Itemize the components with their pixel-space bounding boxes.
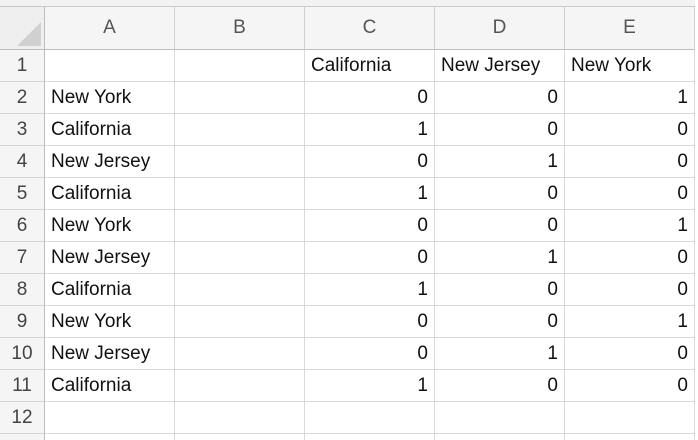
cell-partial	[305, 434, 435, 440]
row-header[interactable]: 12	[0, 402, 45, 434]
cell-a2[interactable]: New York	[45, 82, 175, 114]
column-header-a[interactable]: A	[45, 7, 175, 50]
cell-d2[interactable]: 0	[435, 82, 565, 114]
cell-a4[interactable]: New Jersey	[45, 146, 175, 178]
row-header[interactable]: 8	[0, 274, 45, 306]
cell-d10[interactable]: 1	[435, 338, 565, 370]
cell-a11[interactable]: California	[45, 370, 175, 402]
cell-b3[interactable]	[175, 114, 305, 146]
cell-e4[interactable]: 0	[565, 146, 695, 178]
cell-c7[interactable]: 0	[305, 242, 435, 274]
cell-a12[interactable]	[45, 402, 175, 434]
cell-b9[interactable]	[175, 306, 305, 338]
cell-a9[interactable]: New York	[45, 306, 175, 338]
cell-d5[interactable]: 0	[435, 178, 565, 210]
cell-c9[interactable]: 0	[305, 306, 435, 338]
cell-partial	[45, 434, 175, 440]
row-header[interactable]: 4	[0, 146, 45, 178]
cell-b12[interactable]	[175, 402, 305, 434]
cell-c12[interactable]	[305, 402, 435, 434]
cell-partial	[565, 434, 695, 440]
cell-d7[interactable]: 1	[435, 242, 565, 274]
select-all-button[interactable]	[0, 7, 45, 50]
cell-e3[interactable]: 0	[565, 114, 695, 146]
row-header[interactable]: 2	[0, 82, 45, 114]
cell-b10[interactable]	[175, 338, 305, 370]
cell-d3[interactable]: 0	[435, 114, 565, 146]
cell-c4[interactable]: 0	[305, 146, 435, 178]
cell-a7[interactable]: New Jersey	[45, 242, 175, 274]
row-header[interactable]: 11	[0, 370, 45, 402]
row-header[interactable]: 9	[0, 306, 45, 338]
cell-b4[interactable]	[175, 146, 305, 178]
cell-e1[interactable]: New York	[565, 50, 695, 82]
cell-c5[interactable]: 1	[305, 178, 435, 210]
column-header-c[interactable]: C	[305, 7, 435, 50]
cell-a1[interactable]	[45, 50, 175, 82]
cell-d11[interactable]: 0	[435, 370, 565, 402]
row-header[interactable]: 1	[0, 50, 45, 82]
cell-c2[interactable]: 0	[305, 82, 435, 114]
column-header-e[interactable]: E	[565, 7, 695, 50]
cell-partial	[435, 434, 565, 440]
cell-e6[interactable]: 1	[565, 210, 695, 242]
cell-a8[interactable]: California	[45, 274, 175, 306]
cell-partial	[175, 434, 305, 440]
cell-d8[interactable]: 0	[435, 274, 565, 306]
cell-b2[interactable]	[175, 82, 305, 114]
row-header[interactable]: 5	[0, 178, 45, 210]
row-header[interactable]: 3	[0, 114, 45, 146]
cell-a10[interactable]: New Jersey	[45, 338, 175, 370]
cell-c10[interactable]: 0	[305, 338, 435, 370]
cell-a6[interactable]: New York	[45, 210, 175, 242]
cell-d4[interactable]: 1	[435, 146, 565, 178]
row-header[interactable]: 7	[0, 242, 45, 274]
cell-c6[interactable]: 0	[305, 210, 435, 242]
cell-c11[interactable]: 1	[305, 370, 435, 402]
cell-e2[interactable]: 1	[565, 82, 695, 114]
cell-e7[interactable]: 0	[565, 242, 695, 274]
cell-d1[interactable]: New Jersey	[435, 50, 565, 82]
cell-e11[interactable]: 0	[565, 370, 695, 402]
column-header-b[interactable]: B	[175, 7, 305, 50]
cell-a5[interactable]: California	[45, 178, 175, 210]
cell-c8[interactable]: 1	[305, 274, 435, 306]
cell-e5[interactable]: 0	[565, 178, 695, 210]
cell-e9[interactable]: 1	[565, 306, 695, 338]
cell-e8[interactable]: 0	[565, 274, 695, 306]
cell-b7[interactable]	[175, 242, 305, 274]
cell-d6[interactable]: 0	[435, 210, 565, 242]
select-all-icon	[17, 22, 41, 46]
cell-b8[interactable]	[175, 274, 305, 306]
row-header-partial	[0, 434, 45, 440]
row-header[interactable]: 10	[0, 338, 45, 370]
column-header-d[interactable]: D	[435, 7, 565, 50]
cell-e10[interactable]: 0	[565, 338, 695, 370]
cell-b1[interactable]	[175, 50, 305, 82]
cell-d12[interactable]	[435, 402, 565, 434]
cell-c3[interactable]: 1	[305, 114, 435, 146]
cell-d9[interactable]: 0	[435, 306, 565, 338]
cell-a3[interactable]: California	[45, 114, 175, 146]
toolbar-edge	[0, 0, 695, 7]
cell-c1[interactable]: California	[305, 50, 435, 82]
cell-b11[interactable]	[175, 370, 305, 402]
row-header[interactable]: 6	[0, 210, 45, 242]
cell-e12[interactable]	[565, 402, 695, 434]
cell-b5[interactable]	[175, 178, 305, 210]
cell-b6[interactable]	[175, 210, 305, 242]
